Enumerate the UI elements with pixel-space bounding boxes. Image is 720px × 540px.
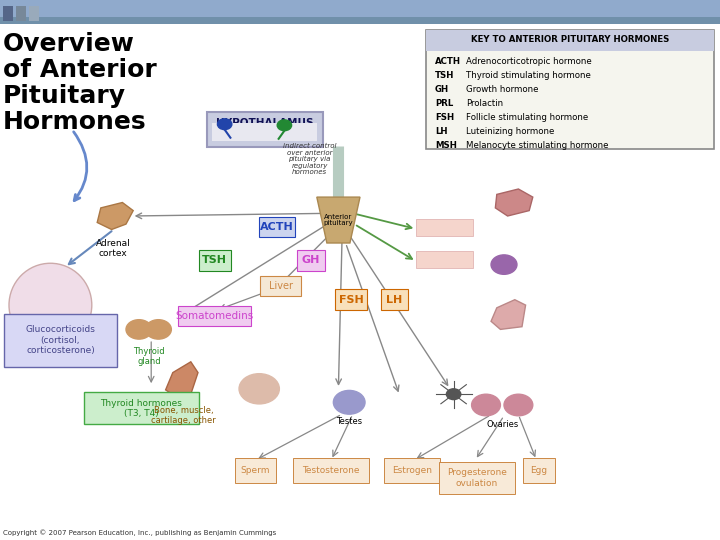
Polygon shape (491, 300, 526, 329)
FancyBboxPatch shape (199, 250, 230, 271)
FancyBboxPatch shape (212, 123, 317, 141)
FancyBboxPatch shape (4, 314, 117, 367)
Circle shape (239, 374, 279, 404)
Text: TSH: TSH (202, 255, 227, 265)
FancyBboxPatch shape (261, 276, 301, 296)
FancyBboxPatch shape (426, 30, 714, 148)
Polygon shape (317, 197, 360, 243)
Circle shape (472, 394, 500, 416)
Text: Bone, muscle,
cartilage, other: Bone, muscle, cartilage, other (151, 406, 216, 426)
FancyBboxPatch shape (297, 250, 325, 271)
Text: Sperm: Sperm (241, 467, 270, 475)
FancyBboxPatch shape (0, 0, 720, 24)
Text: Testosterone: Testosterone (302, 467, 360, 475)
Text: Growth hormone: Growth hormone (466, 85, 539, 93)
Circle shape (491, 255, 517, 274)
Circle shape (504, 394, 533, 416)
FancyBboxPatch shape (381, 289, 408, 310)
Circle shape (446, 389, 461, 400)
Polygon shape (166, 362, 198, 397)
Text: Glucocorticoids
(cortisol,
corticosterone): Glucocorticoids (cortisol, corticosteron… (25, 325, 96, 355)
Text: HYPOTHALAMUS: HYPOTHALAMUS (216, 118, 313, 128)
FancyBboxPatch shape (207, 112, 323, 147)
FancyBboxPatch shape (293, 458, 369, 483)
Text: Estrogen: Estrogen (392, 467, 432, 475)
Text: FSH: FSH (435, 113, 454, 122)
Text: Egg: Egg (530, 467, 547, 475)
FancyBboxPatch shape (416, 219, 473, 236)
Text: Overview
of Anterior
Pituitary
Hormones: Overview of Anterior Pituitary Hormones (3, 32, 157, 134)
Text: Luteinizing hormone: Luteinizing hormone (466, 127, 554, 136)
Text: FSH: FSH (339, 295, 364, 305)
FancyBboxPatch shape (416, 251, 473, 268)
Text: Ovaries: Ovaries (487, 420, 518, 429)
FancyBboxPatch shape (235, 458, 276, 483)
Text: Melanocyte stimulating hormone: Melanocyte stimulating hormone (466, 141, 608, 150)
Text: Follicle stimulating hormone: Follicle stimulating hormone (466, 113, 588, 122)
Text: indirect control
over anterior
pituitary via
regulatory
hormones: indirect control over anterior pituitary… (283, 143, 336, 176)
Text: Progesterone
ovulation: Progesterone ovulation (446, 468, 507, 488)
FancyBboxPatch shape (16, 6, 26, 21)
Text: PRL: PRL (435, 99, 453, 107)
Text: MSH: MSH (435, 141, 456, 150)
FancyBboxPatch shape (84, 392, 199, 424)
Text: Thyroid
gland: Thyroid gland (133, 347, 165, 366)
Text: GH: GH (302, 255, 320, 265)
FancyBboxPatch shape (29, 6, 39, 21)
Text: LH: LH (435, 127, 447, 136)
Polygon shape (495, 189, 533, 216)
Polygon shape (97, 202, 133, 230)
FancyBboxPatch shape (438, 462, 515, 494)
Text: ACTH: ACTH (261, 222, 294, 232)
Circle shape (126, 320, 152, 339)
Text: LH: LH (387, 295, 402, 305)
Text: Anterior
pituitary: Anterior pituitary (323, 213, 354, 226)
Text: Somatomedins: Somatomedins (176, 311, 253, 321)
Circle shape (217, 119, 232, 130)
Text: Prolactin: Prolactin (466, 99, 503, 107)
FancyBboxPatch shape (0, 0, 720, 17)
Circle shape (145, 320, 171, 339)
Text: ACTH: ACTH (435, 57, 461, 65)
Text: KEY TO ANTERIOR PITUITARY HORMONES: KEY TO ANTERIOR PITUITARY HORMONES (471, 35, 670, 44)
FancyBboxPatch shape (336, 289, 367, 310)
Text: Thyroid stimulating hormone: Thyroid stimulating hormone (466, 71, 590, 79)
FancyBboxPatch shape (179, 306, 251, 326)
FancyBboxPatch shape (523, 458, 554, 483)
FancyBboxPatch shape (426, 30, 714, 51)
Text: Liver: Liver (269, 281, 293, 291)
Text: TSH: TSH (435, 71, 454, 79)
Text: Copyright © 2007 Pearson Education, Inc., publishing as Benjamin Cummings: Copyright © 2007 Pearson Education, Inc.… (3, 529, 276, 536)
Text: Adrenal
cortex: Adrenal cortex (96, 239, 130, 258)
Text: Adrenocorticotropic hormone: Adrenocorticotropic hormone (466, 57, 592, 65)
FancyBboxPatch shape (259, 217, 295, 237)
FancyBboxPatch shape (3, 6, 13, 21)
Text: GH: GH (435, 85, 449, 93)
Ellipse shape (9, 263, 92, 347)
Circle shape (277, 120, 292, 131)
Text: Thyroid hormones
(T3, T4): Thyroid hormones (T3, T4) (100, 399, 182, 418)
FancyBboxPatch shape (384, 458, 440, 483)
Text: Testes: Testes (336, 417, 362, 426)
Circle shape (333, 390, 365, 414)
